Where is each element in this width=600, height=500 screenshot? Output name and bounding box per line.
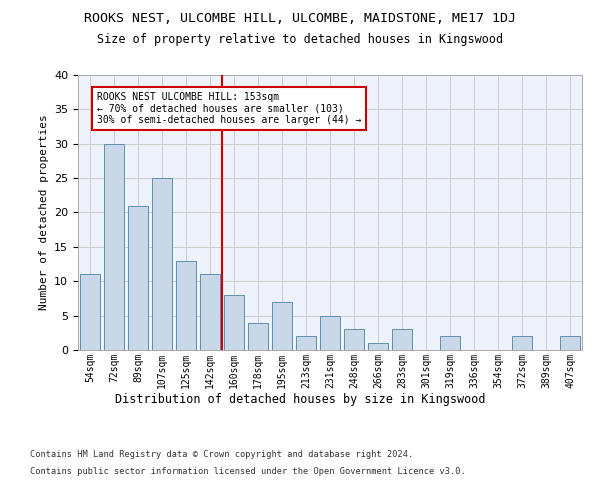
- Y-axis label: Number of detached properties: Number of detached properties: [38, 114, 49, 310]
- Bar: [512, 336, 532, 350]
- Bar: [176, 260, 196, 350]
- Bar: [248, 322, 268, 350]
- Bar: [272, 302, 292, 350]
- Bar: [440, 336, 460, 350]
- Text: Distribution of detached houses by size in Kingswood: Distribution of detached houses by size …: [115, 392, 485, 406]
- Bar: [392, 330, 412, 350]
- Bar: [368, 343, 388, 350]
- Text: Size of property relative to detached houses in Kingswood: Size of property relative to detached ho…: [97, 32, 503, 46]
- Bar: [152, 178, 172, 350]
- Bar: [128, 206, 148, 350]
- Bar: [560, 336, 580, 350]
- Bar: [200, 274, 220, 350]
- Text: ROOKS NEST, ULCOMBE HILL, ULCOMBE, MAIDSTONE, ME17 1DJ: ROOKS NEST, ULCOMBE HILL, ULCOMBE, MAIDS…: [84, 12, 516, 26]
- Text: ROOKS NEST ULCOMBE HILL: 153sqm
← 70% of detached houses are smaller (103)
30% o: ROOKS NEST ULCOMBE HILL: 153sqm ← 70% of…: [97, 92, 362, 126]
- Bar: [344, 330, 364, 350]
- Bar: [224, 295, 244, 350]
- Bar: [104, 144, 124, 350]
- Text: Contains public sector information licensed under the Open Government Licence v3: Contains public sector information licen…: [30, 468, 466, 476]
- Bar: [320, 316, 340, 350]
- Bar: [80, 274, 100, 350]
- Bar: [296, 336, 316, 350]
- Text: Contains HM Land Registry data © Crown copyright and database right 2024.: Contains HM Land Registry data © Crown c…: [30, 450, 413, 459]
